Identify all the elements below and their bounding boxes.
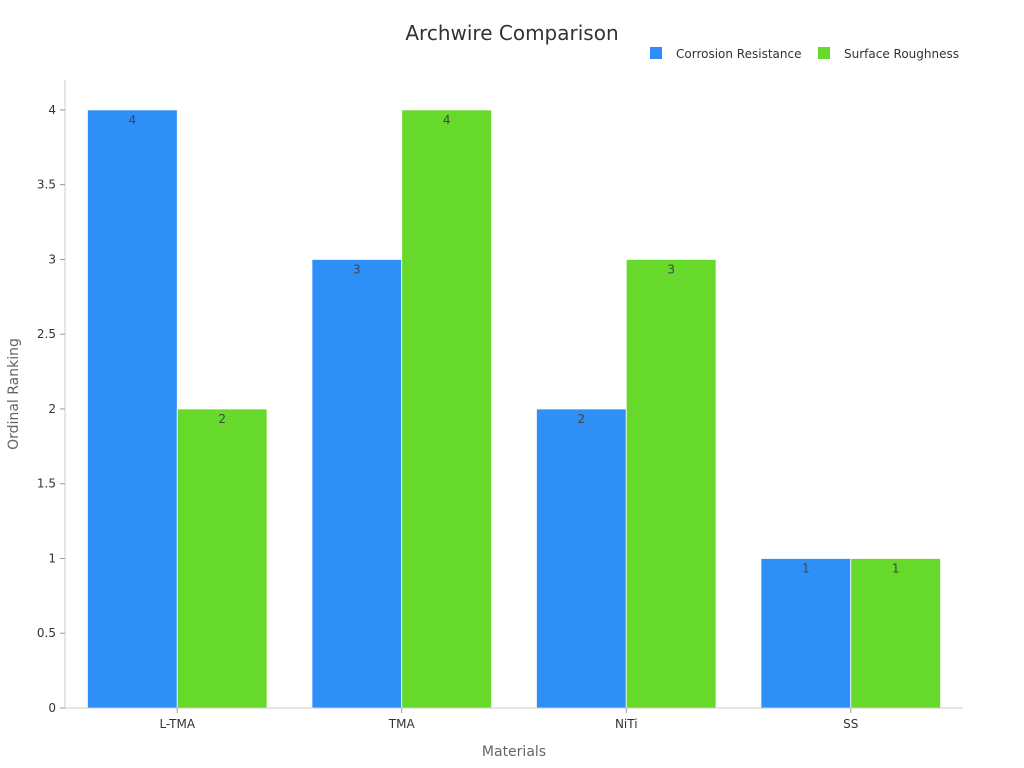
x-tick-label-ss: SS xyxy=(843,717,858,731)
bar-surface-roughness-tma[interactable] xyxy=(401,109,492,709)
legend-label-corrosion-resistance: Corrosion Resistance xyxy=(676,47,801,61)
bar-value-label: 2 xyxy=(578,412,586,426)
bar-corrosion-resistance-niti[interactable] xyxy=(536,408,627,709)
y-tick-label: 3.5 xyxy=(37,178,56,192)
y-tick-label: 2.5 xyxy=(37,327,56,341)
y-tick-label: 0 xyxy=(48,701,56,715)
y-tick-label: 1.5 xyxy=(37,477,56,491)
bar-value-label: 3 xyxy=(353,262,361,276)
bar-surface-roughness-ss[interactable] xyxy=(850,558,941,709)
bar-value-label: 4 xyxy=(443,113,451,127)
bar-corrosion-resistance-ss[interactable] xyxy=(760,558,852,709)
x-axis-title: Materials xyxy=(482,744,546,760)
bar-surface-roughness-l-tma[interactable] xyxy=(176,408,268,709)
chart-title: Archwire Comparison xyxy=(405,21,618,45)
y-tick-label: 3 xyxy=(48,252,56,266)
plot-area: 4 2 3 4 2 3 1 1 xyxy=(87,109,941,709)
y-tick-label: 2 xyxy=(48,402,56,416)
bar-value-label: 4 xyxy=(129,113,137,127)
x-tick-label-niti: NiTi xyxy=(615,717,638,731)
bar-value-label: 1 xyxy=(802,561,810,575)
legend-swatch-corrosion-resistance xyxy=(650,47,662,59)
bar-value-label: 3 xyxy=(667,262,675,276)
bar-corrosion-resistance-l-tma[interactable] xyxy=(87,109,178,709)
bar-value-label: 2 xyxy=(218,412,226,426)
y-axis-title: Ordinal Ranking xyxy=(6,338,22,450)
y-tick-label: 1 xyxy=(48,551,56,565)
bar-corrosion-resistance-tma[interactable] xyxy=(311,259,403,709)
x-axis: L-TMA TMA NiTi SS xyxy=(65,707,963,731)
x-tick-label-tma: TMA xyxy=(388,717,416,731)
y-tick-label: 0.5 xyxy=(37,626,56,640)
legend: Corrosion Resistance Surface Roughness xyxy=(650,47,959,61)
bar-surface-roughness-niti[interactable] xyxy=(625,259,717,709)
bar-value-label: 1 xyxy=(892,561,900,575)
x-tick-label-l-tma: L-TMA xyxy=(159,717,195,731)
y-tick-label: 4 xyxy=(48,103,56,117)
y-axis: 0 0.5 1 1.5 2 2.5 3 3.5 4 xyxy=(37,80,66,715)
legend-label-surface-roughness: Surface Roughness xyxy=(844,47,959,61)
legend-swatch-surface-roughness xyxy=(818,47,830,59)
